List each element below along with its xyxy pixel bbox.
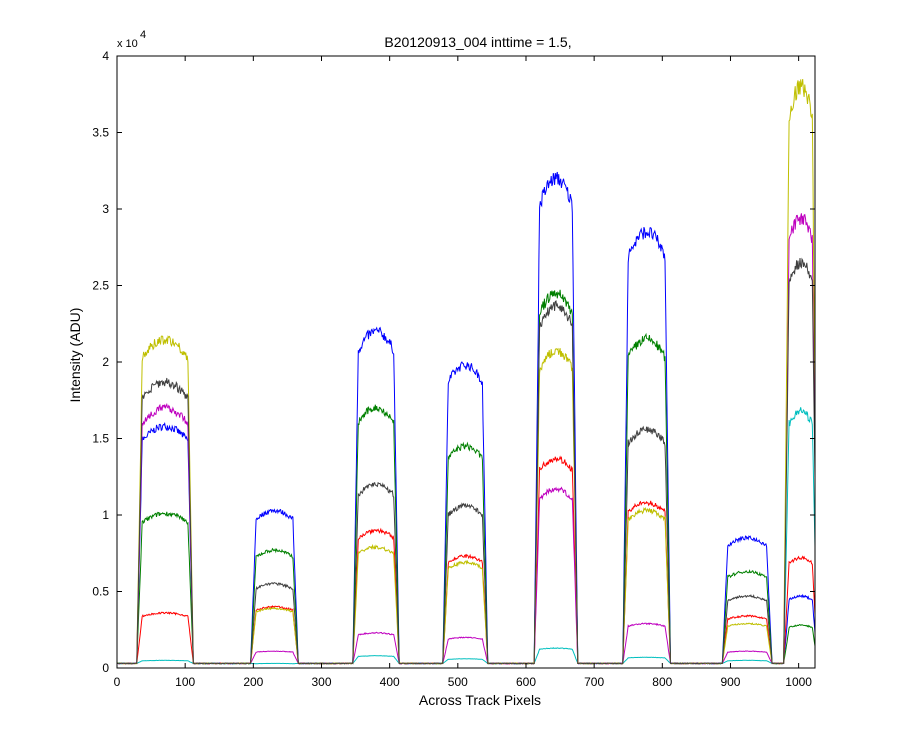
- x-tick-label: 100: [175, 675, 195, 689]
- y-axis: 0 0.5 1 1.5 2 2.5 3 3.5 4: [92, 49, 815, 675]
- x-axis-label: Across Track Pixels: [419, 692, 541, 708]
- y-tick-label: 3.5: [92, 126, 109, 140]
- x-tick-label: 700: [584, 675, 604, 689]
- x-tick-label: 800: [652, 675, 672, 689]
- x-axis: 0 100 200 300 400 500 600 700 800 900 1000: [114, 56, 812, 689]
- y-tick-label: 4: [102, 49, 109, 63]
- y-tick-label: 0: [102, 661, 109, 675]
- x-tick-label: 300: [311, 675, 331, 689]
- x-tick-label: 1000: [785, 675, 812, 689]
- y-multiplier-exponent: 4: [140, 29, 146, 41]
- x-tick-label: 500: [448, 675, 468, 689]
- series-line-7: [116, 257, 816, 665]
- x-tick-label: 0: [114, 675, 121, 689]
- series-layer: [116, 79, 816, 665]
- y-tick-label: 1: [102, 508, 109, 522]
- plot-area: [117, 56, 815, 668]
- y-tick-label: 2.5: [92, 279, 109, 293]
- y-multiplier-base: x 10: [117, 38, 138, 50]
- x-tick-label: 400: [380, 675, 400, 689]
- x-tick-label: 900: [720, 675, 740, 689]
- y-tick-label: 1.5: [92, 432, 109, 446]
- y-tick-label: 2: [102, 355, 109, 369]
- x-tick-label: 200: [243, 675, 263, 689]
- y-tick-label: 0.5: [92, 585, 109, 599]
- y-tick-label: 3: [102, 202, 109, 216]
- y-multiplier: x 10 4: [117, 29, 146, 50]
- x-tick-label: 600: [516, 675, 536, 689]
- chart-title: B20120913_004 inttime = 1.5,: [384, 34, 571, 50]
- y-axis-label: Intensity (ADU): [67, 308, 83, 403]
